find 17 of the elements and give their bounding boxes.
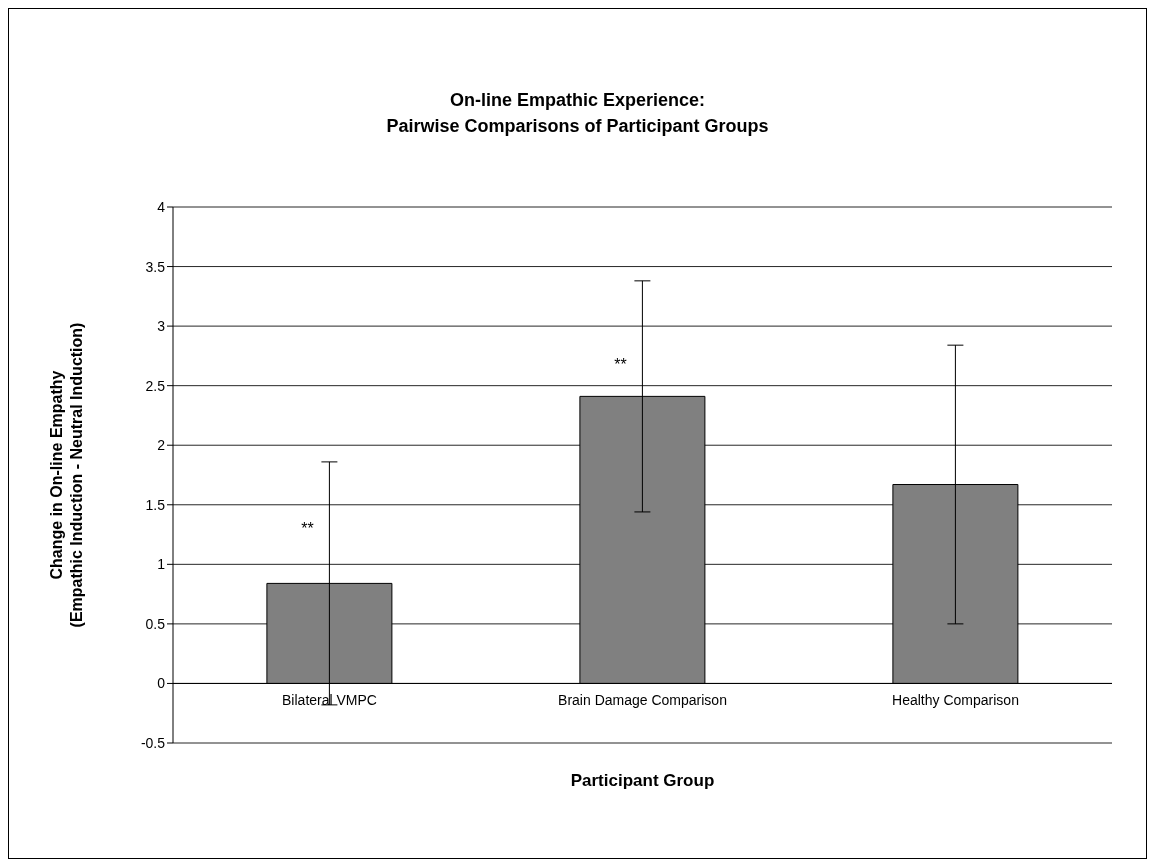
x-axis-title: Participant Group <box>569 771 716 791</box>
y-tick-label: 1 <box>157 556 166 573</box>
annotation: ** <box>614 355 627 373</box>
chart-title: On-line Empathic Experience: Pairwise Comparisons of Participant Groups <box>385 89 770 138</box>
y-tick-label: 0 <box>157 675 166 692</box>
y-tick-label: 3 <box>157 318 166 335</box>
y-tick-label: 1.5 <box>145 496 166 513</box>
annotation: ** <box>301 520 314 538</box>
x-tick-label: Healthy Comparison <box>892 692 1019 709</box>
x-tick-label: Brain Damage Comparison <box>558 692 727 709</box>
y-axis-title: Change in On-line Empathy (Empathic Induction - Neutral Induction) <box>48 322 85 628</box>
y-tick-label: 2.5 <box>145 377 166 394</box>
y-tick-label: -0.5 <box>140 734 166 751</box>
y-tick-label: 0.5 <box>145 615 166 632</box>
y-tick-label: 2 <box>157 437 166 454</box>
y-tick-label: 3.5 <box>145 258 166 275</box>
y-tick-label: 4 <box>157 198 166 215</box>
